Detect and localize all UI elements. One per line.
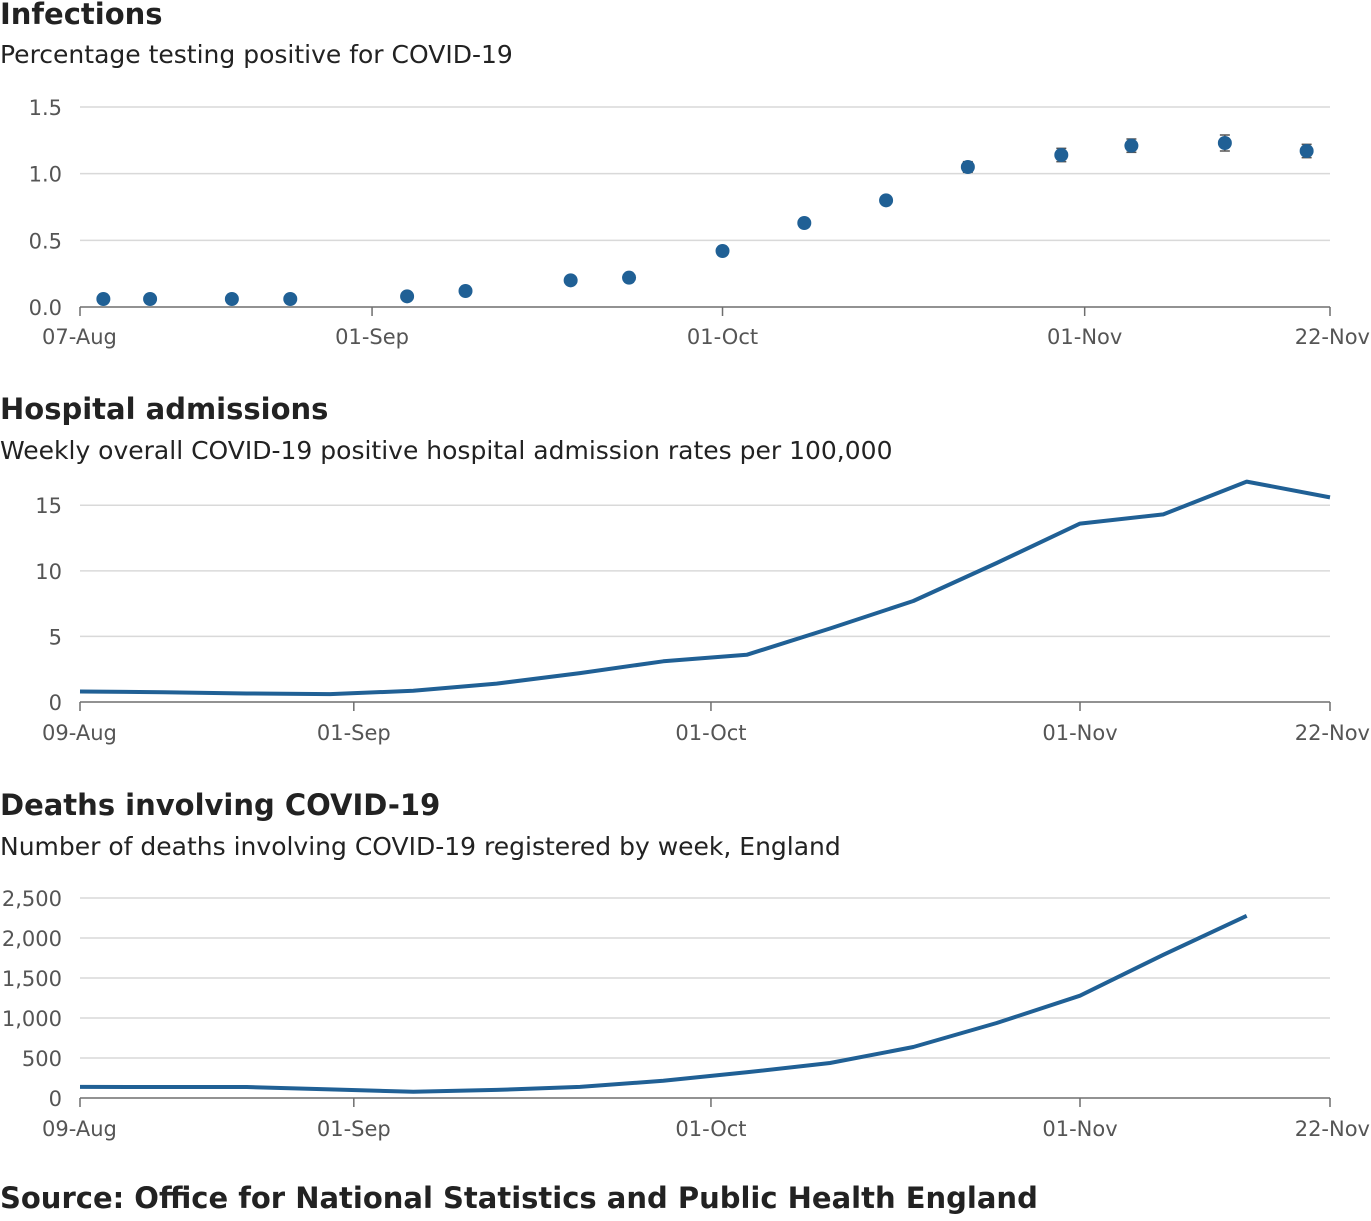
- infections-data-point: [143, 292, 158, 306]
- infections-data-point: [563, 273, 578, 288]
- deaths-y-tick-label: 0: [49, 1087, 62, 1111]
- admissions-y-tick-label: 5: [49, 625, 62, 649]
- admissions-x-tick-label: 09-Aug: [42, 721, 117, 745]
- infections-data-point: [400, 289, 415, 304]
- deaths-x-tick-label: 22-Nov: [1295, 1117, 1370, 1141]
- infections-data-point: [224, 292, 239, 306]
- admissions-x-tick-label: 22-Nov: [1295, 721, 1370, 745]
- deaths-x-tick-label: 01-Nov: [1042, 1117, 1117, 1141]
- deaths-series-line: [79, 913, 1248, 1094]
- infections-data-point: [1217, 136, 1232, 150]
- infections-data-point: [879, 193, 894, 208]
- admissions-x-tick-label: 01-Nov: [1042, 721, 1117, 745]
- infections-y-tick-label: 1.5: [29, 96, 62, 120]
- admissions-series-line: [79, 479, 1331, 697]
- deaths-x-tick-label: 01-Sep: [317, 1117, 391, 1141]
- infections-x-tick-label: 01-Nov: [1047, 325, 1122, 349]
- deaths-y-tick-label: 1,000: [2, 1007, 62, 1031]
- infections-data-point: [622, 270, 637, 285]
- infections-x-tick-label: 07-Aug: [42, 325, 117, 349]
- infections-data-point: [283, 292, 298, 306]
- infections-x-tick-label: 01-Sep: [335, 325, 409, 349]
- infections-y-tick-label: 1.0: [29, 163, 62, 187]
- deaths-y-tick-label: 2,500: [2, 887, 62, 911]
- infections-data-point: [96, 292, 111, 306]
- deaths-y-tick-label: 500: [22, 1047, 62, 1071]
- admissions-y-tick-label: 0: [49, 691, 62, 715]
- infections-data-point: [960, 160, 975, 174]
- infections-data-point: [797, 216, 812, 230]
- deaths-chart: 0 500 1,000 1,500 2,000 2,500 09-Aug 01-Sep 01-O…: [2, 887, 1370, 1141]
- hospital-admissions-subtitle: Weekly overall COVID-19 positive hospita…: [0, 436, 893, 465]
- infections-data-point: [1054, 148, 1069, 162]
- deaths-y-tick-label: 2,000: [2, 927, 62, 951]
- admissions-y-tick-label: 10: [35, 560, 62, 584]
- infections-subtitle: Percentage testing positive for COVID-19: [0, 40, 513, 69]
- infections-x-tick-label: 22-Nov: [1295, 325, 1370, 349]
- infections-data-point: [1124, 138, 1139, 153]
- infections-title: Infections: [0, 0, 163, 31]
- infections-x-tick-label: 01-Oct: [687, 325, 758, 349]
- infections-chart: 0.0 0.5 1.0 1.5 07-Aug 01-Sep 01-Oct 01-Nov 22-N…: [29, 96, 1370, 349]
- admissions-y-tick-label: 15: [35, 494, 62, 518]
- infections-data-point: [1299, 144, 1314, 158]
- infections-y-tick-label: 0.0: [29, 296, 62, 320]
- deaths-y-tick-label: 1,500: [2, 967, 62, 991]
- hospital-admissions-title: Hospital admissions: [0, 392, 329, 426]
- hospital-admissions-chart: 0 5 10 15 09-Aug 01-Sep 01-Oct 01-Nov 22-Nov: [35, 479, 1370, 745]
- infections-data-point: [715, 244, 730, 258]
- deaths-subtitle: Number of deaths involving COVID-19 regi…: [0, 832, 841, 861]
- deaths-x-tick-label: 09-Aug: [42, 1117, 117, 1141]
- admissions-x-tick-label: 01-Sep: [317, 721, 391, 745]
- deaths-x-tick-label: 01-Oct: [675, 1117, 746, 1141]
- deaths-title: Deaths involving COVID-19: [0, 788, 441, 822]
- infections-y-tick-label: 0.5: [29, 229, 62, 253]
- source-note: Source: Office for National Statistics a…: [0, 1181, 1038, 1215]
- admissions-x-tick-label: 01-Oct: [675, 721, 746, 745]
- infections-data-point: [458, 284, 473, 298]
